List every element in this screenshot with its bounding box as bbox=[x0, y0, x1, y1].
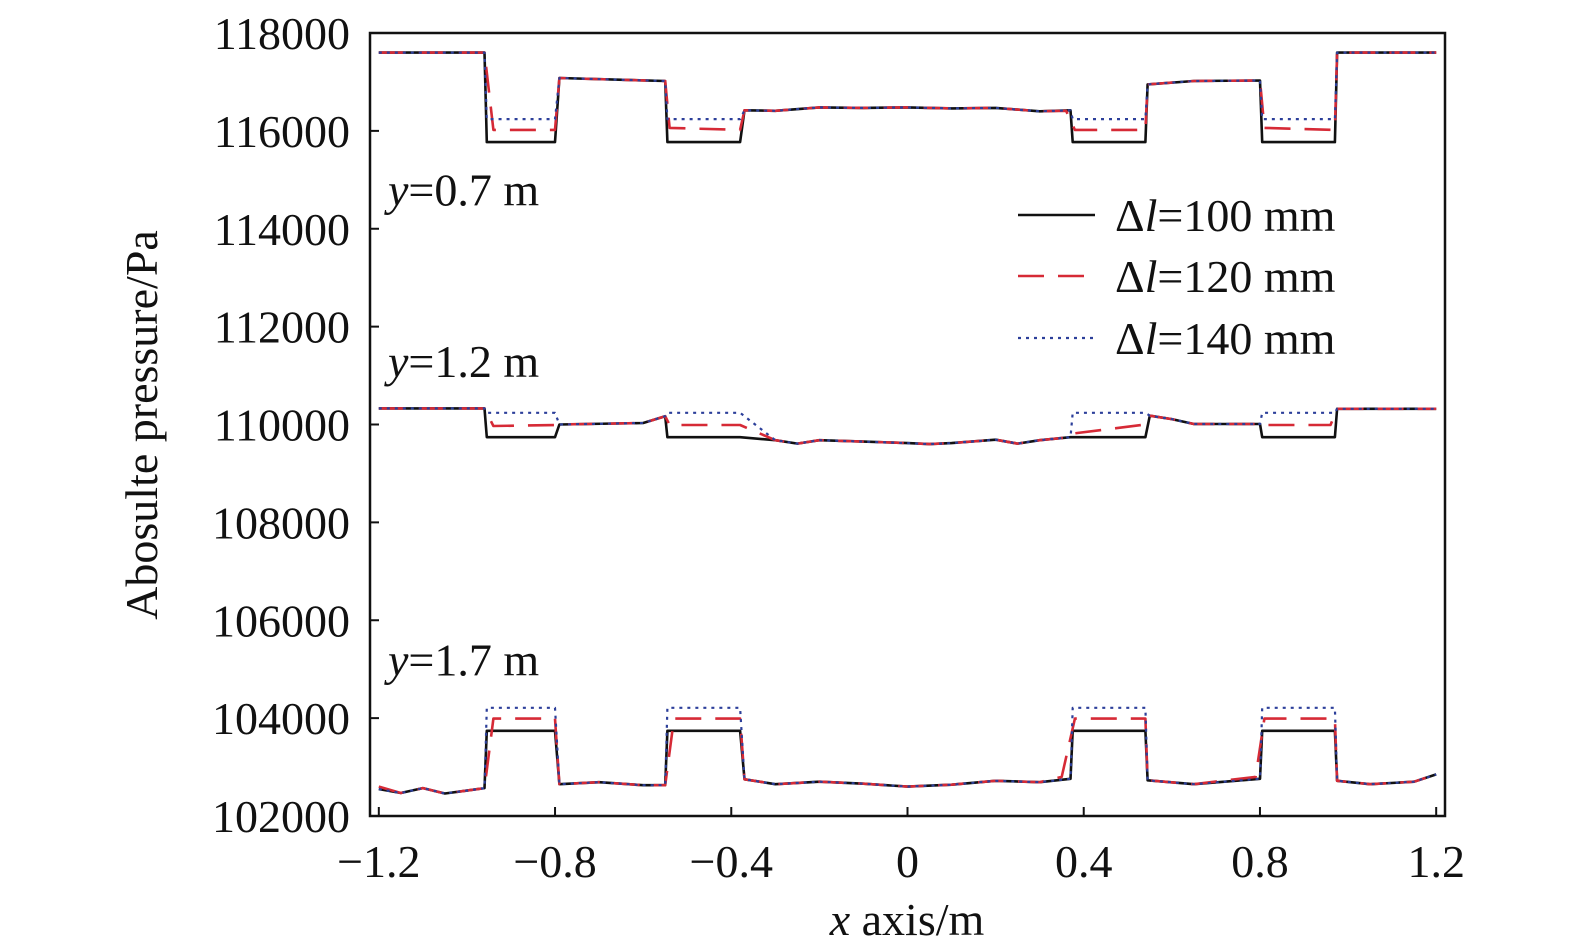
profile-label: y=0.7 m bbox=[384, 165, 539, 216]
y-tick-label: 102000 bbox=[212, 791, 350, 842]
x-tick-label: −0.4 bbox=[690, 836, 773, 887]
profile-label: y=1.7 m bbox=[384, 634, 539, 685]
legend-label-value: =100 mm bbox=[1157, 190, 1335, 241]
profile-label-value: =1.2 m bbox=[408, 336, 539, 387]
profile-annotations: y=0.7 my=1.2 my=1.7 m bbox=[384, 165, 539, 686]
legend-label: Δl=120 mm bbox=[1115, 251, 1336, 302]
legend-label-var: l bbox=[1145, 190, 1158, 241]
x-axis-title: x axis/m bbox=[829, 894, 985, 945]
legend-label-delta: Δ bbox=[1115, 251, 1145, 302]
legend-label: Δl=100 mm bbox=[1115, 190, 1336, 241]
profile-label-var: y bbox=[384, 165, 409, 216]
x-tick-label: −0.8 bbox=[513, 836, 596, 887]
series-layer bbox=[378, 51, 1437, 795]
series-line-2-curve-3 bbox=[378, 717, 1437, 795]
series-line-3-curve-3 bbox=[378, 706, 1437, 795]
legend-label-value: =140 mm bbox=[1157, 313, 1335, 364]
y-tick-label: 118000 bbox=[214, 8, 350, 59]
series-line-3-curve-1 bbox=[378, 51, 1437, 121]
x-axis-title-rest: axis/m bbox=[850, 894, 984, 945]
profile-label-var: y bbox=[384, 336, 409, 387]
legend-label: Δl=140 mm bbox=[1115, 313, 1336, 364]
y-tick-label: 114000 bbox=[214, 204, 350, 255]
y-tick-label: 108000 bbox=[212, 497, 350, 548]
y-tick-label: 116000 bbox=[214, 106, 350, 157]
legend-label-value: =120 mm bbox=[1157, 251, 1335, 302]
legend-label-delta: Δ bbox=[1115, 190, 1145, 241]
x-tick-label: −1.2 bbox=[337, 836, 420, 887]
series-line-3-curve-2 bbox=[378, 407, 1437, 446]
series-line-2-curve-1 bbox=[378, 51, 1437, 132]
x-tick-label: 0 bbox=[896, 836, 919, 887]
legend-label-var: l bbox=[1145, 313, 1158, 364]
profile-label-var: y bbox=[384, 634, 409, 685]
y-ticks: 102000 104000 106000 108000 110000 112000 1140… bbox=[212, 8, 379, 842]
legend-label-delta: Δ bbox=[1115, 313, 1145, 364]
series-line-1-curve-3 bbox=[378, 729, 1437, 795]
profile-label: y=1.2 m bbox=[384, 336, 539, 387]
profile-label-value: =1.7 m bbox=[408, 634, 539, 685]
y-tick-label: 104000 bbox=[212, 693, 350, 744]
legend-label-var: l bbox=[1145, 251, 1158, 302]
y-tick-label: 112000 bbox=[214, 302, 350, 353]
y-axis-title: Abosulte pressure/Pa bbox=[116, 230, 167, 620]
x-tick-label: 0.4 bbox=[1055, 836, 1113, 887]
x-axis-title-italic: x bbox=[829, 894, 851, 945]
profile-label-value: =0.7 m bbox=[408, 165, 539, 216]
x-ticks: −1.2 −0.8 −0.4 0 0.4 0.8 1.2 bbox=[337, 807, 1465, 887]
y-tick-label: 110000 bbox=[214, 400, 350, 451]
x-tick-label: 0.8 bbox=[1231, 836, 1289, 887]
x-tick-label: 1.2 bbox=[1407, 836, 1465, 887]
y-tick-label: 106000 bbox=[212, 595, 350, 646]
